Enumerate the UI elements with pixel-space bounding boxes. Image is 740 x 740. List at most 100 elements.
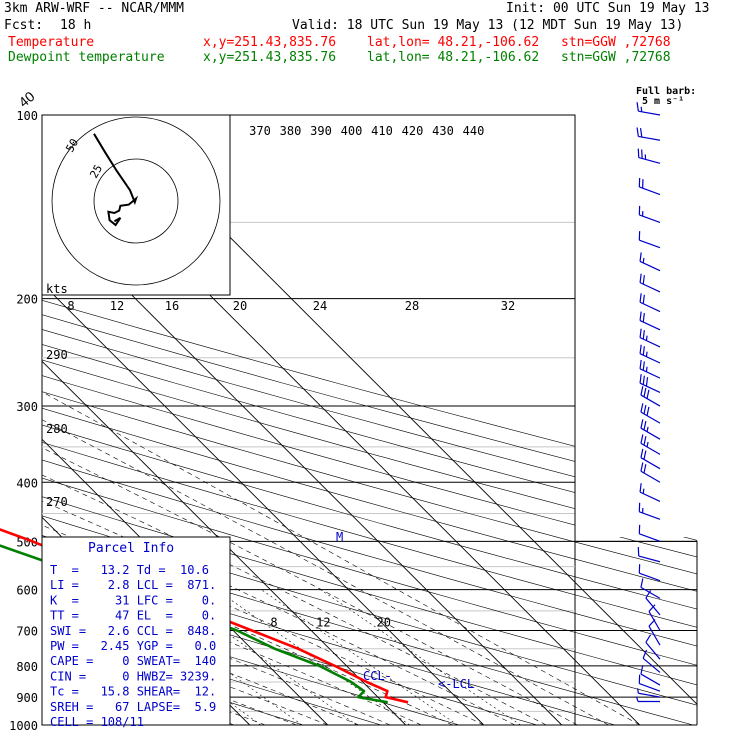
wind-barb [639, 273, 661, 293]
wind-barb-staff [648, 611, 661, 631]
parcel-info-box [41, 536, 231, 726]
wind-barb-staff [640, 470, 661, 483]
parcel-info-row: SWI = 2.6 CCL = 848. [50, 624, 216, 638]
wind-barb-flag [639, 483, 642, 493]
dry-adiabat [42, 115, 697, 725]
wind-barb-staff [645, 641, 661, 660]
moist-adiabat [42, 298, 609, 725]
wind-barb [640, 419, 661, 440]
wind-barb [640, 403, 661, 424]
dew-legend-xy: x,y=251.43,835.76 [203, 50, 337, 65]
wind-barb [638, 524, 661, 542]
wind-barb-staff [639, 239, 661, 249]
wind-barb-flag [639, 252, 642, 262]
wind-barb-flag [642, 294, 645, 304]
wind-barb-flag [636, 127, 639, 137]
isotherm-label: 40 [15, 88, 37, 110]
wind-barb [642, 649, 661, 673]
wind-barb-flag [642, 375, 645, 385]
wind-barb [640, 434, 661, 455]
wind-barb [638, 177, 661, 196]
wind-barb-staff [640, 457, 661, 470]
parcel-info-row: SREH = 67 LAPSE= 5.9 [50, 700, 216, 714]
wind-barb-staff [639, 533, 661, 542]
wind-barb [640, 578, 661, 599]
wind-barb-staff [640, 673, 661, 686]
wind-barb-staff [638, 110, 661, 116]
sounding-series: M CCL- <-LCL [0, 528, 474, 704]
hodograph-ring [93, 158, 179, 244]
mixing-ratio-line [320, 589, 521, 725]
wind-barb-flag [648, 619, 656, 627]
dry-adiabat [42, 115, 697, 725]
wind-barb-staff [639, 491, 661, 502]
wind-barb-staff [639, 683, 661, 692]
dry-adiabat [42, 115, 697, 725]
dew-legend-stn: stn=GGW ,72768 [561, 50, 671, 65]
pressure-label: 100 [16, 109, 38, 123]
wind-barb [635, 696, 660, 703]
wind-barb [639, 483, 661, 502]
wind-barb-flag [645, 590, 652, 599]
wind-barb-staff [638, 135, 661, 141]
speed-scale-label: 20 [233, 299, 247, 313]
parcel-info-row: LI = 2.8 LCL = 871. [50, 578, 216, 592]
wind-barb-staff [639, 337, 661, 348]
theta-e-label: 370 [249, 124, 271, 138]
dry-adiabat [42, 115, 697, 725]
theta-label: 290 [46, 348, 68, 362]
moist-adiabat [42, 298, 422, 725]
temp-legend-xy: x,y=251.43,835.76 [203, 35, 337, 50]
pressure-label: 700 [16, 625, 38, 639]
wind-barb [645, 634, 661, 660]
wind-barb-flag [639, 344, 642, 354]
dry-adiabat [42, 115, 697, 725]
wind-barb-flag [642, 257, 645, 263]
fcst-label: Fcst: [4, 18, 44, 33]
pressure-label: 800 [16, 660, 38, 674]
wind-barb-flag [642, 361, 645, 371]
hodograph-ring-label: 25 [87, 163, 105, 181]
wind-barb-staff [638, 555, 661, 563]
wind-barb-flag [646, 406, 650, 416]
theta-e-label: 400 [341, 124, 363, 138]
marker-ccl: CCL- [363, 669, 392, 683]
wind-barb [636, 102, 661, 116]
parcel-info-row: T = 13.2 Td = 10.6 [50, 563, 209, 577]
wind-barb [648, 604, 661, 631]
wind-barb [638, 674, 661, 692]
wind-barb-staff [638, 157, 661, 164]
wind-barb-staff [639, 382, 661, 393]
pressure-label: 400 [16, 476, 38, 490]
wind-barb-flag [639, 359, 642, 369]
wind-barb-flag [640, 434, 644, 444]
wind-barb-staff [639, 260, 661, 272]
wind-barb [640, 448, 661, 470]
dry-adiabat [42, 115, 697, 725]
pressure-label: 500 [16, 535, 38, 549]
wind-barb [639, 252, 661, 272]
wind-barb-flag [643, 421, 647, 431]
dry-adiabat [42, 115, 697, 725]
pressure-label: 200 [16, 293, 38, 307]
wind-barb-staff [640, 427, 661, 440]
wind-barb-staff [639, 353, 661, 364]
wind-barb [636, 127, 661, 141]
plot-frame-lower [574, 115, 698, 725]
dry-adiabat [42, 115, 697, 725]
wind-barb [640, 665, 661, 686]
mixing-ratio-label: 8 [270, 616, 277, 630]
temp-legend-name: Temperature [8, 35, 95, 50]
wind-barb-flag [640, 578, 644, 588]
wind-barb-flag [640, 106, 643, 112]
wind-barb-staff [639, 282, 661, 293]
parcel-info-row: K = 31 LFC = 0. [50, 593, 216, 607]
marker-lcl: <-LCL [438, 677, 474, 691]
wind-barb-flag [639, 374, 642, 384]
dew-legend-latlon: lat,lon= 48.21,-106.62 [367, 50, 540, 65]
dry-adiabat [42, 115, 460, 725]
theta-label: 280 [46, 422, 68, 436]
parcel-info-row: Tc = 15.8 SHEAR= 12. [50, 685, 216, 699]
theta-e-label: 380 [280, 124, 302, 138]
wind-barb [637, 688, 661, 698]
